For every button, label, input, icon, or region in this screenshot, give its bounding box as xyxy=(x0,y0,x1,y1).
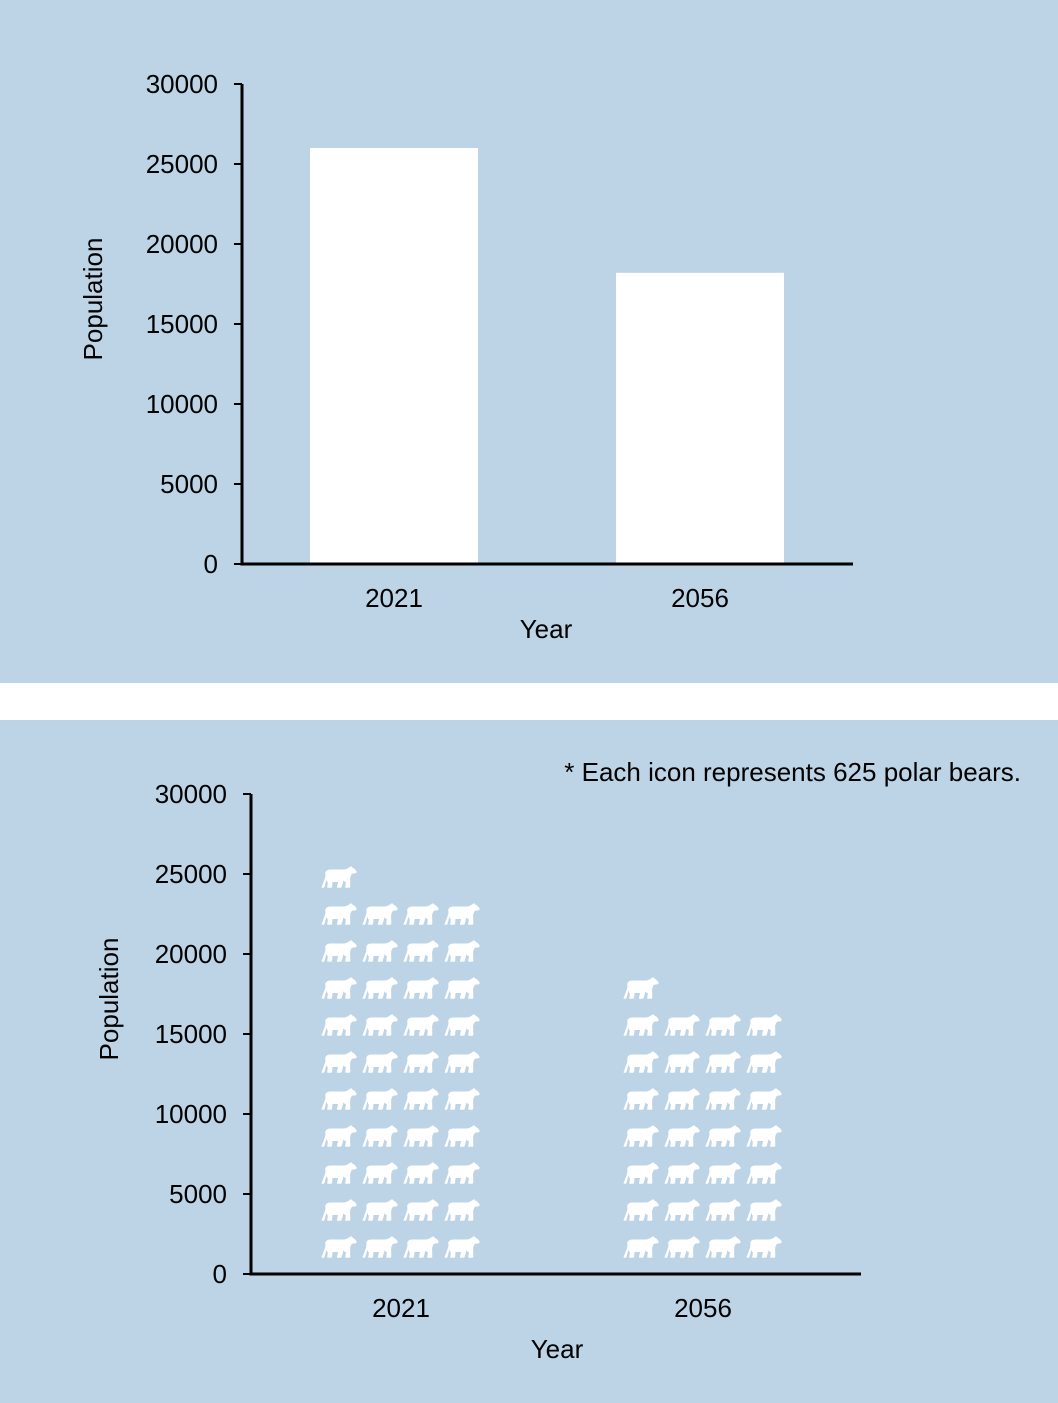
y-tick-label: 25000 xyxy=(146,149,218,179)
y-tick-label: 20000 xyxy=(146,229,218,259)
polar-bear-icon xyxy=(362,1236,398,1258)
polar-bear-icon xyxy=(403,903,439,925)
y-axis-label: Population xyxy=(94,938,124,1061)
bar-2056 xyxy=(616,272,784,563)
polar-bear-icon xyxy=(705,1162,741,1184)
polar-bear-icon xyxy=(664,1125,700,1147)
polar-bear-icon xyxy=(403,1088,439,1110)
polar-bear-icon xyxy=(623,1199,659,1221)
polar-bear-icon xyxy=(362,1014,398,1036)
polar-bear-icon xyxy=(746,1051,782,1073)
bar-2021 xyxy=(310,148,478,563)
y-axis-label: Population xyxy=(78,238,108,361)
polar-bear-icon xyxy=(623,1162,659,1184)
x-tick-label: 2056 xyxy=(674,1293,732,1323)
polar-bear-icon xyxy=(321,1014,357,1036)
polar-bear-icon xyxy=(403,1051,439,1073)
polar-bear-icon xyxy=(444,1051,480,1073)
polar-bear-icon xyxy=(321,940,357,962)
y-tick-label: 15000 xyxy=(155,1019,227,1049)
polar-bear-icon xyxy=(746,1088,782,1110)
x-tick-label: 2021 xyxy=(372,1293,430,1323)
y-tick-label: 30000 xyxy=(146,69,218,99)
polar-bear-icon xyxy=(444,1162,480,1184)
polar-bear-icon xyxy=(746,1199,782,1221)
polar-bear-icon xyxy=(705,1125,741,1147)
y-tick-label: 10000 xyxy=(155,1099,227,1129)
y-tick-label: 0 xyxy=(204,549,218,579)
polar-bear-icon xyxy=(321,1199,357,1221)
x-tick-label: 2021 xyxy=(365,583,423,613)
polar-bear-icon xyxy=(321,1236,357,1258)
pictograph-chart: * Each icon represents 625 polar bears. … xyxy=(94,757,1021,1364)
polar-bear-icon xyxy=(623,1236,659,1258)
y-tick-label: 5000 xyxy=(169,1179,227,1209)
polar-bear-icon xyxy=(444,1014,480,1036)
polar-bear-icon xyxy=(623,977,659,999)
y-tick-label: 20000 xyxy=(155,939,227,969)
x-axis-label: Year xyxy=(531,1334,584,1364)
polar-bear-icon xyxy=(444,940,480,962)
polar-bear-icon xyxy=(403,1236,439,1258)
bar-chart: Population Year 0 5000 10000 15000 20000 2500… xyxy=(78,69,853,644)
polar-bear-icon xyxy=(623,1014,659,1036)
polar-bear-icon xyxy=(321,903,357,925)
y-tick-label: 30000 xyxy=(155,779,227,809)
polar-bear-icon xyxy=(664,1088,700,1110)
polar-bear-icon xyxy=(664,1236,700,1258)
polar-bear-icon xyxy=(403,940,439,962)
polar-bear-icon xyxy=(623,1051,659,1073)
polar-bear-icon xyxy=(664,1162,700,1184)
polar-bear-icon xyxy=(746,1125,782,1147)
polar-bear-icon xyxy=(403,1199,439,1221)
polar-bear-icon xyxy=(403,1014,439,1036)
polar-bear-icon xyxy=(321,1051,357,1073)
polar-bear-icon xyxy=(321,1088,357,1110)
polar-bear-icon xyxy=(746,1162,782,1184)
polar-bear-icon xyxy=(444,1199,480,1221)
polar-bear-icon xyxy=(705,1088,741,1110)
polar-bear-icon xyxy=(362,940,398,962)
polar-bear-icon xyxy=(746,1014,782,1036)
polar-bear-icon xyxy=(403,1125,439,1147)
y-tick-label: 25000 xyxy=(155,859,227,889)
polar-bear-icon xyxy=(444,1236,480,1258)
polar-bear-icon xyxy=(623,1088,659,1110)
polar-bear-icon xyxy=(362,1125,398,1147)
y-tick-label: 15000 xyxy=(146,309,218,339)
polar-bear-icon xyxy=(623,1125,659,1147)
x-tick-label: 2056 xyxy=(671,583,729,613)
polar-bear-icon xyxy=(705,1014,741,1036)
polar-bear-icon xyxy=(321,977,357,999)
polar-bear-icon xyxy=(444,1088,480,1110)
polar-bear-icon xyxy=(321,1125,357,1147)
polar-bear-icon xyxy=(362,1199,398,1221)
polar-bear-icon xyxy=(444,1125,480,1147)
polar-bear-icon xyxy=(444,903,480,925)
polar-bear-icon xyxy=(403,1162,439,1184)
polar-bear-icon xyxy=(746,1236,782,1258)
polar-bear-icon xyxy=(321,1162,357,1184)
polar-bear-icon xyxy=(664,1014,700,1036)
bar-chart-panel: Population Year 0 5000 10000 15000 20000 2500… xyxy=(0,0,1058,683)
polar-bear-icon xyxy=(362,1088,398,1110)
polar-bear-icon xyxy=(362,977,398,999)
polar-bear-icon xyxy=(362,903,398,925)
polar-bear-icon xyxy=(362,1162,398,1184)
polar-bear-icon xyxy=(321,866,357,888)
polar-bear-icon xyxy=(705,1199,741,1221)
icon-note: * Each icon represents 625 polar bears. xyxy=(564,757,1021,787)
y-tick-label: 10000 xyxy=(146,389,218,419)
polar-bear-icon xyxy=(664,1051,700,1073)
polar-bear-icon xyxy=(705,1051,741,1073)
polar-bear-icon xyxy=(444,977,480,999)
polar-bear-icon xyxy=(403,977,439,999)
polar-bear-icon xyxy=(362,1051,398,1073)
pictograph-panel: * Each icon represents 625 polar bears. … xyxy=(0,720,1058,1403)
polar-bear-icon xyxy=(705,1236,741,1258)
x-axis-label: Year xyxy=(520,614,573,644)
polar-bear-icon xyxy=(664,1199,700,1221)
y-tick-label: 0 xyxy=(213,1259,227,1289)
y-tick-label: 5000 xyxy=(160,469,218,499)
